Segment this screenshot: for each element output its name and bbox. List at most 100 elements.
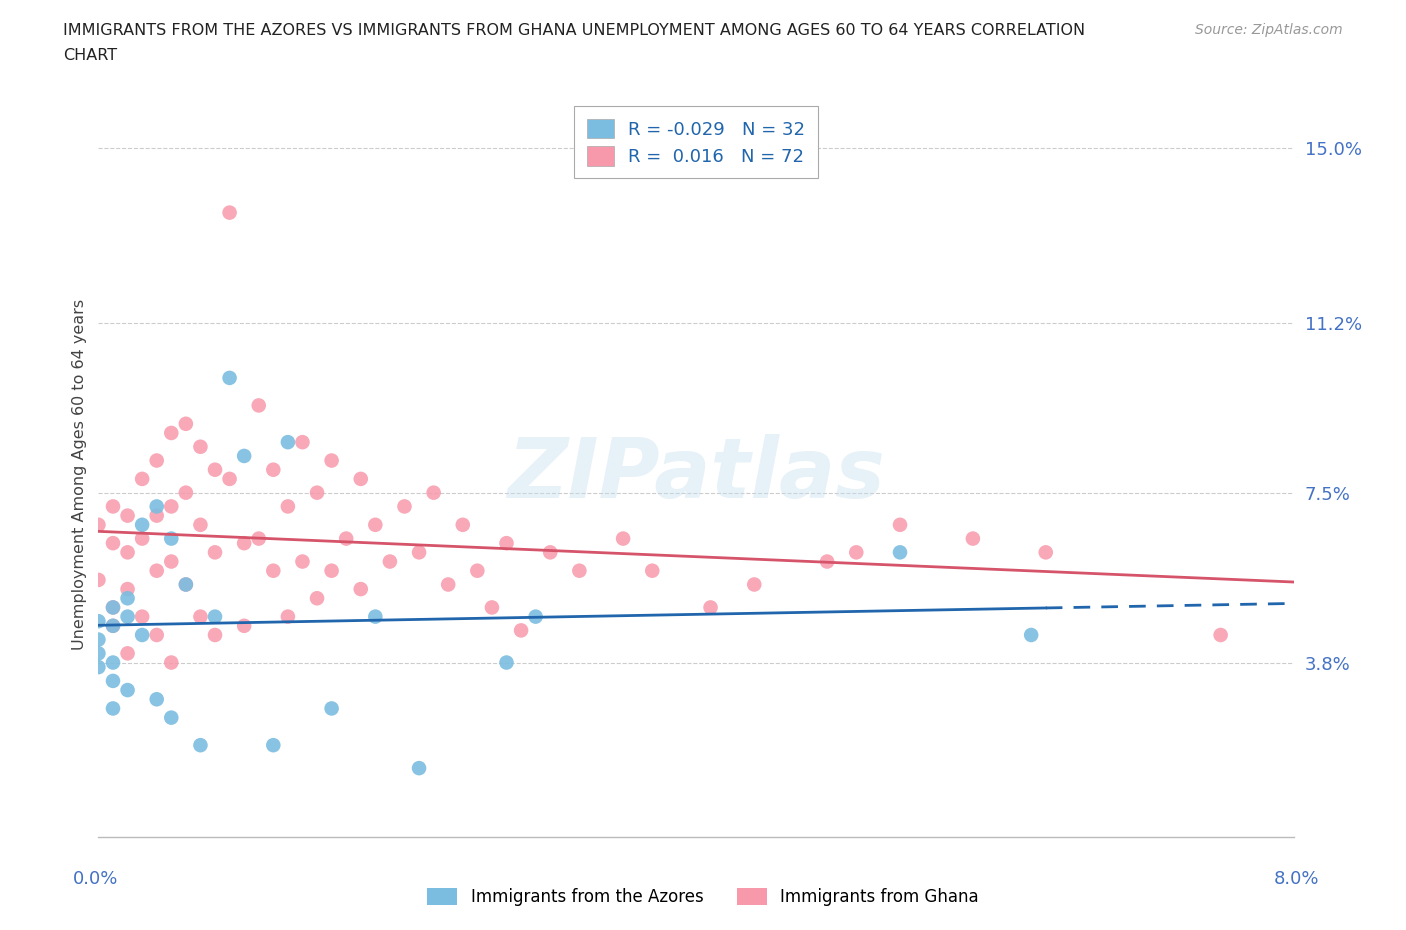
Point (190, 737, 212, 752)
Point (190, 609, 212, 624)
Point (101, 618, 124, 633)
Point (451, 517, 474, 532)
Point (87, 646, 110, 661)
Point (889, 545, 911, 560)
Point (262, 564, 284, 578)
Point (422, 485, 444, 500)
Point (538, 545, 561, 560)
Point (233, 536, 256, 551)
Point (190, 439, 212, 454)
Point (247, 398, 270, 413)
Point (277, 609, 299, 624)
Point (1209, 628, 1232, 643)
Point (101, 618, 124, 633)
Point (408, 545, 430, 560)
Point (145, 564, 167, 578)
Point (101, 600, 124, 615)
Point (364, 517, 387, 532)
Point (378, 554, 401, 569)
Point (160, 711, 183, 725)
Point (174, 417, 197, 432)
Point (742, 577, 765, 591)
Point (568, 564, 591, 578)
Point (131, 531, 153, 546)
Point (845, 545, 868, 560)
Point (101, 536, 124, 551)
Point (160, 499, 183, 514)
Point (174, 485, 197, 500)
Point (117, 683, 139, 698)
Point (277, 434, 299, 449)
Point (131, 472, 153, 486)
Point (117, 508, 139, 523)
Point (131, 609, 153, 624)
Point (117, 646, 139, 661)
Point (87, 659, 110, 674)
Point (160, 655, 183, 670)
Point (145, 508, 167, 523)
Point (117, 545, 139, 560)
Point (174, 577, 197, 591)
Point (117, 609, 139, 624)
Point (510, 623, 533, 638)
Point (233, 448, 256, 463)
Point (495, 655, 517, 670)
Point (394, 499, 416, 514)
Point (87, 614, 110, 629)
Point (962, 531, 984, 546)
Point (699, 600, 721, 615)
Point (101, 701, 124, 716)
Y-axis label: Unemployment Among Ages 60 to 64 years: Unemployment Among Ages 60 to 64 years (72, 299, 87, 650)
Point (131, 517, 153, 532)
Point (1035, 545, 1057, 560)
Point (160, 554, 183, 569)
Point (408, 761, 430, 776)
Point (204, 545, 226, 560)
Point (145, 628, 167, 643)
Point (467, 564, 489, 578)
Point (101, 655, 124, 670)
Point (262, 462, 284, 477)
Point (117, 581, 139, 596)
Point (321, 701, 343, 716)
Point (131, 628, 153, 643)
Point (350, 581, 373, 596)
Point (247, 531, 270, 546)
Point (87, 632, 110, 647)
Point (101, 499, 124, 514)
Point (218, 206, 240, 220)
Point (889, 517, 911, 532)
Point (495, 536, 517, 551)
Point (277, 499, 299, 514)
Point (305, 591, 328, 605)
Point (145, 499, 167, 514)
Point (218, 472, 240, 486)
Point (160, 426, 183, 441)
Text: IMMIGRANTS FROM THE AZORES VS IMMIGRANTS FROM GHANA UNEMPLOYMENT AMONG AGES 60 T: IMMIGRANTS FROM THE AZORES VS IMMIGRANTS… (63, 23, 1085, 38)
Point (101, 673, 124, 688)
Text: 8.0%: 8.0% (1274, 870, 1319, 888)
Point (321, 453, 343, 468)
Text: CHART: CHART (63, 48, 117, 63)
Point (481, 600, 503, 615)
Point (291, 434, 314, 449)
Point (87, 517, 110, 532)
Point (174, 577, 197, 591)
Point (305, 485, 328, 500)
Point (262, 737, 284, 752)
Text: ZIPatlas: ZIPatlas (508, 433, 884, 515)
Point (145, 453, 167, 468)
Point (437, 577, 460, 591)
Point (117, 591, 139, 605)
Point (524, 609, 547, 624)
Point (321, 564, 343, 578)
Point (612, 531, 634, 546)
Point (87, 573, 110, 588)
Point (101, 600, 124, 615)
Text: 0.0%: 0.0% (73, 870, 118, 888)
Point (204, 628, 226, 643)
Legend: Immigrants from the Azores, Immigrants from Ghana: Immigrants from the Azores, Immigrants f… (420, 881, 986, 912)
Point (364, 609, 387, 624)
Point (218, 370, 240, 385)
Point (160, 531, 183, 546)
